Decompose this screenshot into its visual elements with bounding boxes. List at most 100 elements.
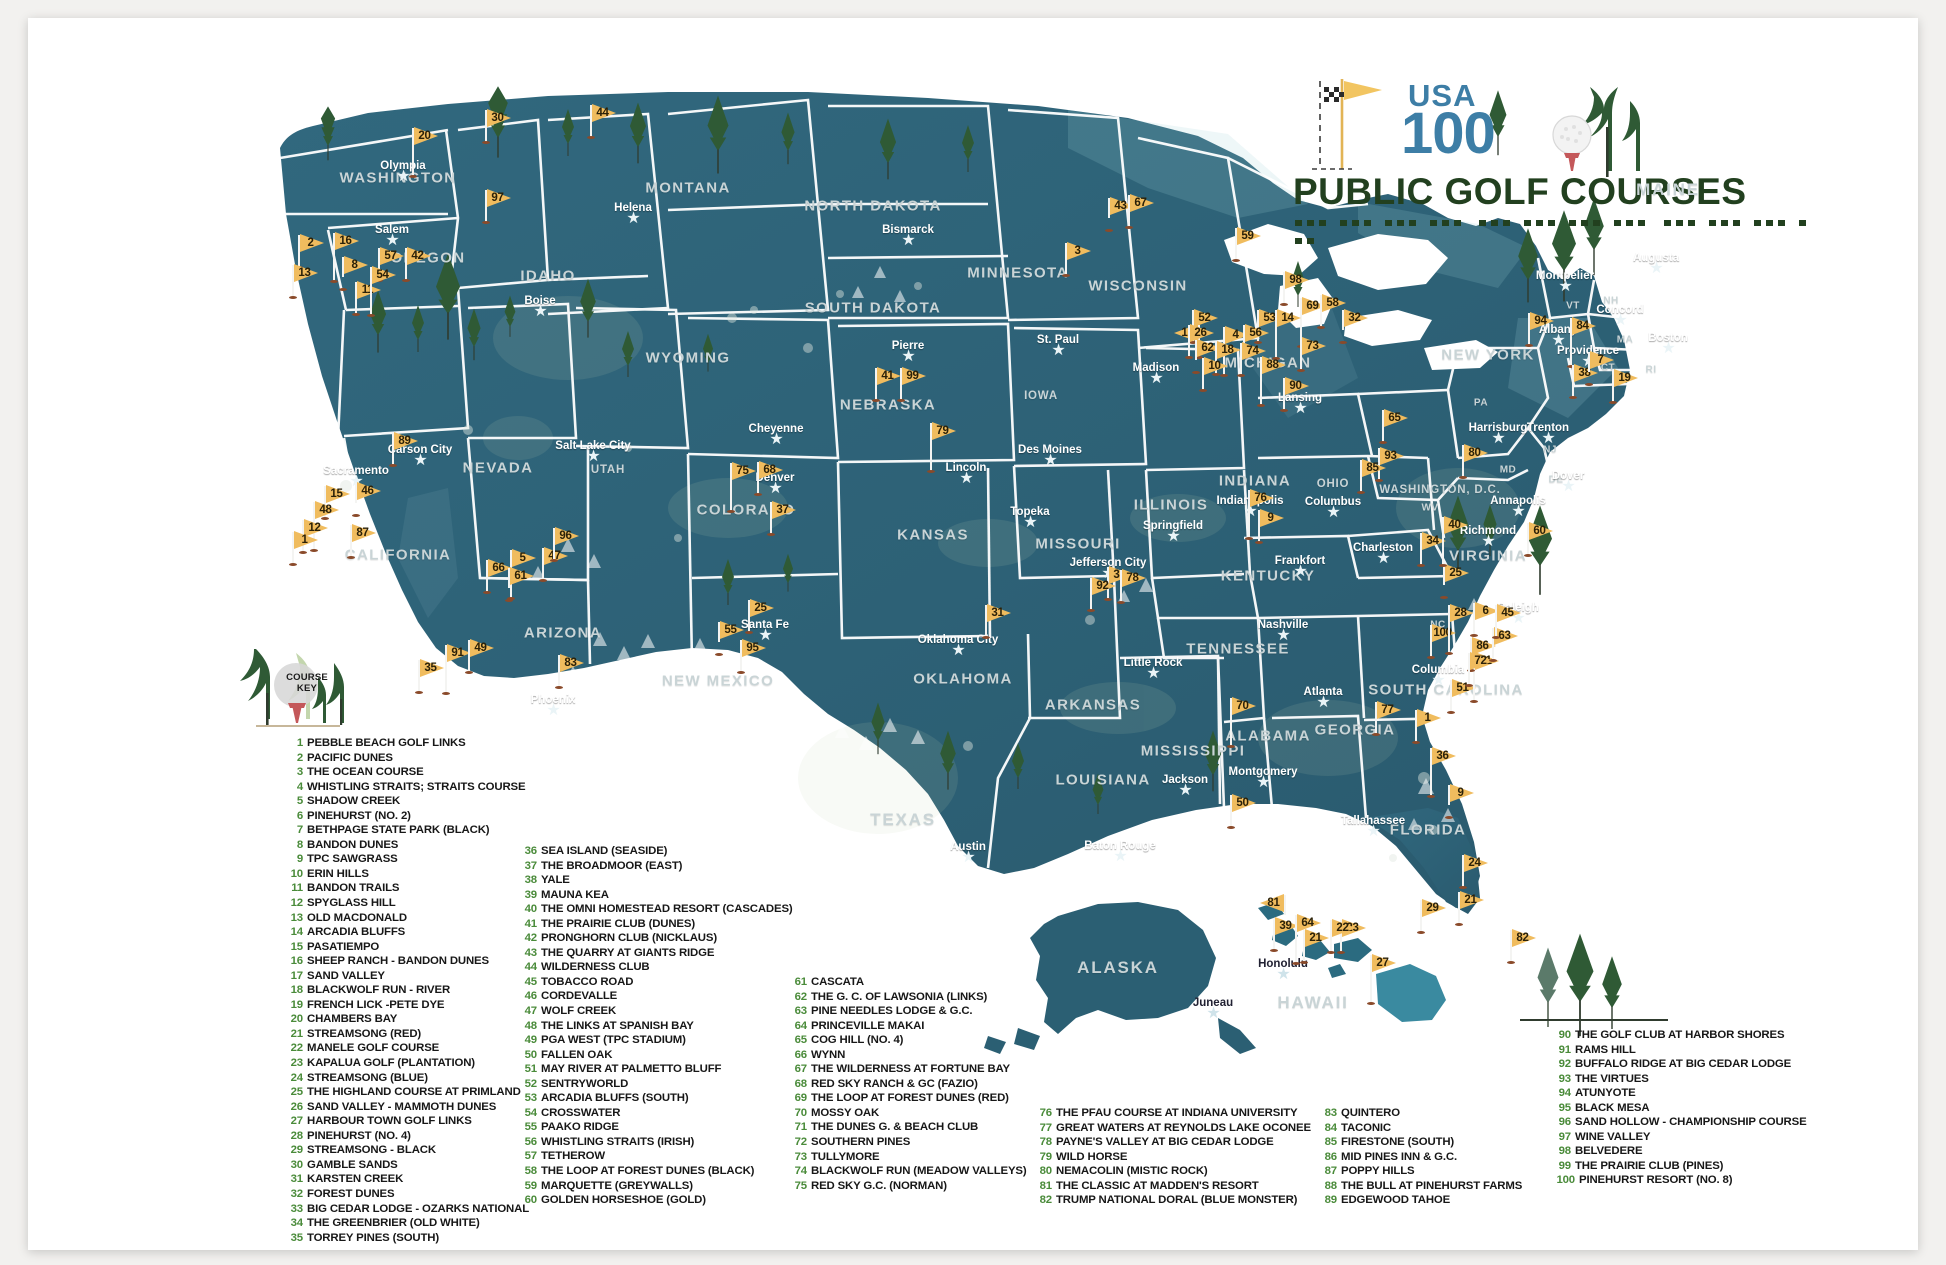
legend-item[interactable]: 76 THE PFAU COURSE AT INDIANA UNIVERSITY bbox=[1033, 1106, 1311, 1121]
course-flag-marker-77[interactable]: 77 bbox=[1372, 700, 1407, 736]
legend-item[interactable]: 23 KAPALUA GOLF (PLANTATION) bbox=[284, 1056, 529, 1071]
legend-item[interactable]: 67 THE WILDERNESS AT FORTUNE BAY bbox=[788, 1062, 1026, 1077]
legend-item[interactable]: 44 WILDERNESS CLUB bbox=[518, 960, 793, 975]
legend-item[interactable]: 38 YALE bbox=[518, 873, 793, 888]
course-flag-marker-40[interactable]: 40 bbox=[1439, 515, 1474, 567]
course-flag-marker-14[interactable]: 14 bbox=[1272, 308, 1307, 360]
legend-item[interactable]: 98 BELVEDERE bbox=[1552, 1144, 1807, 1159]
legend-item[interactable]: 3 THE OCEAN COURSE bbox=[284, 765, 529, 780]
legend-item[interactable]: 89 EDGEWOOD TAHOE bbox=[1318, 1193, 1522, 1208]
course-flag-marker-9[interactable]: 9 bbox=[1255, 508, 1290, 544]
legend-item[interactable]: 1 PEBBLE BEACH GOLF LINKS bbox=[284, 736, 529, 751]
legend-item[interactable]: 90 THE GOLF CLUB AT HARBOR SHORES bbox=[1552, 1028, 1807, 1043]
legend-item[interactable]: 34 THE GREENBRIER (OLD WHITE) bbox=[284, 1216, 529, 1231]
legend-item[interactable]: 20 CHAMBERS BAY bbox=[284, 1012, 529, 1027]
course-flag-marker-54[interactable]: 54 bbox=[367, 265, 402, 317]
course-flag-marker-34[interactable]: 34 bbox=[1417, 531, 1452, 567]
course-flag-marker-98[interactable]: 98 bbox=[1280, 270, 1315, 306]
legend-item[interactable]: 75 RED SKY G.C. (NORMAN) bbox=[788, 1179, 1026, 1194]
legend-item[interactable]: 11 BANDON TRAILS bbox=[284, 881, 529, 896]
legend-item[interactable]: 33 BIG CEDAR LODGE - OZARKS NATIONAL bbox=[284, 1202, 530, 1217]
legend-item[interactable]: 32 FOREST DUNES bbox=[284, 1187, 529, 1202]
course-flag-marker-59[interactable]: 59 bbox=[1232, 226, 1267, 262]
course-flag-marker-32[interactable]: 32 bbox=[1339, 308, 1374, 344]
course-flag-marker-41[interactable]: 41 bbox=[872, 366, 907, 402]
legend-item[interactable]: 50 FALLEN OAK bbox=[518, 1048, 793, 1063]
course-flag-marker-100[interactable]: 100 bbox=[1427, 623, 1462, 659]
legend-item[interactable]: 30 GAMBLE SANDS bbox=[284, 1158, 529, 1173]
course-flag-marker-95[interactable]: 95 bbox=[737, 638, 772, 674]
legend-item[interactable]: 68 RED SKY RANCH & GC (FAZIO) bbox=[788, 1077, 1026, 1092]
course-flag-marker-16[interactable]: 16 bbox=[330, 231, 365, 283]
legend-item[interactable]: 70 MOSSY OAK bbox=[788, 1106, 1026, 1121]
legend-item[interactable]: 31 KARSTEN CREEK bbox=[284, 1172, 529, 1187]
course-flag-marker-58[interactable]: 58 bbox=[1317, 293, 1352, 329]
course-flag-marker-22[interactable]: 22 bbox=[1327, 918, 1362, 954]
legend-item[interactable]: 59 MARQUETTE (GREYWALLS) bbox=[518, 1179, 793, 1194]
legend-item[interactable]: 36 SEA ISLAND (SEASIDE) bbox=[518, 844, 793, 859]
legend-item[interactable]: 80 NEMACOLIN (MISTIC ROCK) bbox=[1033, 1164, 1311, 1179]
course-flag-marker-88[interactable]: 88 bbox=[1257, 355, 1292, 407]
legend-item[interactable]: 45 TOBACCO ROAD bbox=[518, 975, 793, 990]
course-flag-marker-7[interactable]: 7 bbox=[1585, 350, 1620, 386]
legend-item[interactable]: 24 STREAMSONG (BLUE) bbox=[284, 1071, 529, 1086]
course-flag-marker-94[interactable]: 94 bbox=[1525, 311, 1560, 347]
course-flag-marker-72[interactable]: 72 bbox=[1465, 651, 1500, 687]
legend-item[interactable]: 63 PINE NEEDLES LODGE & G.C. bbox=[788, 1004, 1026, 1019]
course-flag-marker-29[interactable]: 29 bbox=[1417, 898, 1452, 934]
course-flag-marker-42[interactable]: 42 bbox=[402, 246, 437, 282]
course-flag-marker-9[interactable]: 9 bbox=[1445, 783, 1480, 819]
legend-item[interactable]: 8 BANDON DUNES bbox=[284, 838, 529, 853]
legend-item[interactable]: 84 TACONIC bbox=[1318, 1121, 1522, 1136]
legend-item[interactable]: 14 ARCADIA BLUFFS bbox=[284, 925, 529, 940]
legend-item[interactable]: 35 TORREY PINES (SOUTH) bbox=[284, 1231, 529, 1246]
legend-item[interactable]: 42 PRONGHORN CLUB (NICKLAUS) bbox=[518, 931, 793, 946]
course-flag-marker-79[interactable]: 79 bbox=[927, 421, 962, 473]
course-flag-marker-70[interactable]: 70 bbox=[1227, 696, 1262, 748]
legend-item[interactable]: 4 WHISTLING STRAITS; STRAITS COURSE bbox=[284, 780, 529, 795]
course-flag-marker-86[interactable]: 86 bbox=[1467, 636, 1502, 672]
legend-item[interactable]: 91 RAMS HILL bbox=[1552, 1043, 1807, 1058]
legend-item[interactable]: 85 FIRESTONE (SOUTH) bbox=[1318, 1135, 1522, 1150]
course-flag-marker-68[interactable]: 68 bbox=[754, 460, 789, 496]
course-flag-marker-61[interactable]: 61 bbox=[505, 566, 540, 602]
legend-item[interactable]: 47 WOLF CREEK bbox=[518, 1004, 793, 1019]
legend-item[interactable]: 10 ERIN HILLS bbox=[284, 867, 529, 882]
legend-item[interactable]: 100 PINEHURST RESORT (NO. 8) bbox=[1552, 1173, 1807, 1188]
legend-item[interactable]: 12 SPYGLASS HILL bbox=[284, 896, 529, 911]
legend-item[interactable]: 15 PASATIEMPO bbox=[284, 940, 529, 955]
legend-item[interactable]: 79 WILD HORSE bbox=[1033, 1150, 1311, 1165]
legend-item[interactable]: 78 PAYNE'S VALLEY AT BIG CEDAR LODGE bbox=[1033, 1135, 1311, 1150]
course-flag-marker-37[interactable]: 37 bbox=[767, 500, 802, 536]
legend-item[interactable]: 95 BLACK MESA bbox=[1552, 1101, 1807, 1116]
legend-item[interactable]: 72 SOUTHERN PINES bbox=[788, 1135, 1026, 1150]
legend-item[interactable]: 94 ATUNYOTE bbox=[1552, 1086, 1807, 1101]
legend-item[interactable]: 69 THE LOOP AT FOREST DUNES (RED) bbox=[788, 1091, 1026, 1106]
legend-item[interactable]: 56 WHISTLING STRAITS (IRISH) bbox=[518, 1135, 793, 1150]
legend-item[interactable]: 17 SAND VALLEY bbox=[284, 969, 529, 984]
course-flag-marker-97[interactable]: 97 bbox=[482, 188, 517, 224]
course-flag-marker-85[interactable]: 85 bbox=[1357, 458, 1392, 494]
course-flag-marker-76[interactable]: 76 bbox=[1245, 488, 1280, 540]
legend-item[interactable]: 99 THE PRAIRIE CLUB (PINES) bbox=[1552, 1159, 1807, 1174]
legend-item[interactable]: 71 THE DUNES G. & BEACH CLUB bbox=[788, 1120, 1026, 1135]
course-flag-marker-49[interactable]: 49 bbox=[465, 638, 500, 674]
course-flag-marker-84[interactable]: 84 bbox=[1567, 316, 1602, 368]
legend-item[interactable]: 65 COG HILL (NO. 4) bbox=[788, 1033, 1026, 1048]
legend-item[interactable]: 52 SENTRYWORLD bbox=[518, 1077, 793, 1092]
legend-item[interactable]: 73 TULLYMORE bbox=[788, 1150, 1026, 1165]
course-flag-marker-28[interactable]: 28 bbox=[1445, 603, 1480, 655]
course-flag-marker-3[interactable]: 3 bbox=[1062, 241, 1097, 277]
course-flag-marker-1[interactable]: 1 bbox=[289, 530, 324, 566]
legend-item[interactable]: 29 STREAMSONG - BLACK bbox=[284, 1143, 529, 1158]
course-flag-marker-83[interactable]: 83 bbox=[555, 653, 590, 689]
legend-item[interactable]: 88 THE BULL AT PINEHURST FARMS bbox=[1318, 1179, 1523, 1194]
course-flag-marker-99[interactable]: 99 bbox=[897, 366, 932, 402]
legend-item[interactable]: 41 THE PRAIRIE CLUB (DUNES) bbox=[518, 917, 793, 932]
course-flag-marker-1[interactable]: 1 bbox=[1412, 708, 1447, 744]
legend-item[interactable]: 96 SAND HOLLOW - CHAMPIONSHIP COURSE bbox=[1552, 1115, 1807, 1130]
course-flag-marker-51[interactable]: 51 bbox=[1447, 678, 1482, 714]
legend-item[interactable]: 7 BETHPAGE STATE PARK (BLACK) bbox=[284, 823, 529, 838]
course-flag-marker-13[interactable]: 13 bbox=[289, 263, 324, 299]
legend-item[interactable]: 6 PINEHURST (NO. 2) bbox=[284, 809, 529, 824]
